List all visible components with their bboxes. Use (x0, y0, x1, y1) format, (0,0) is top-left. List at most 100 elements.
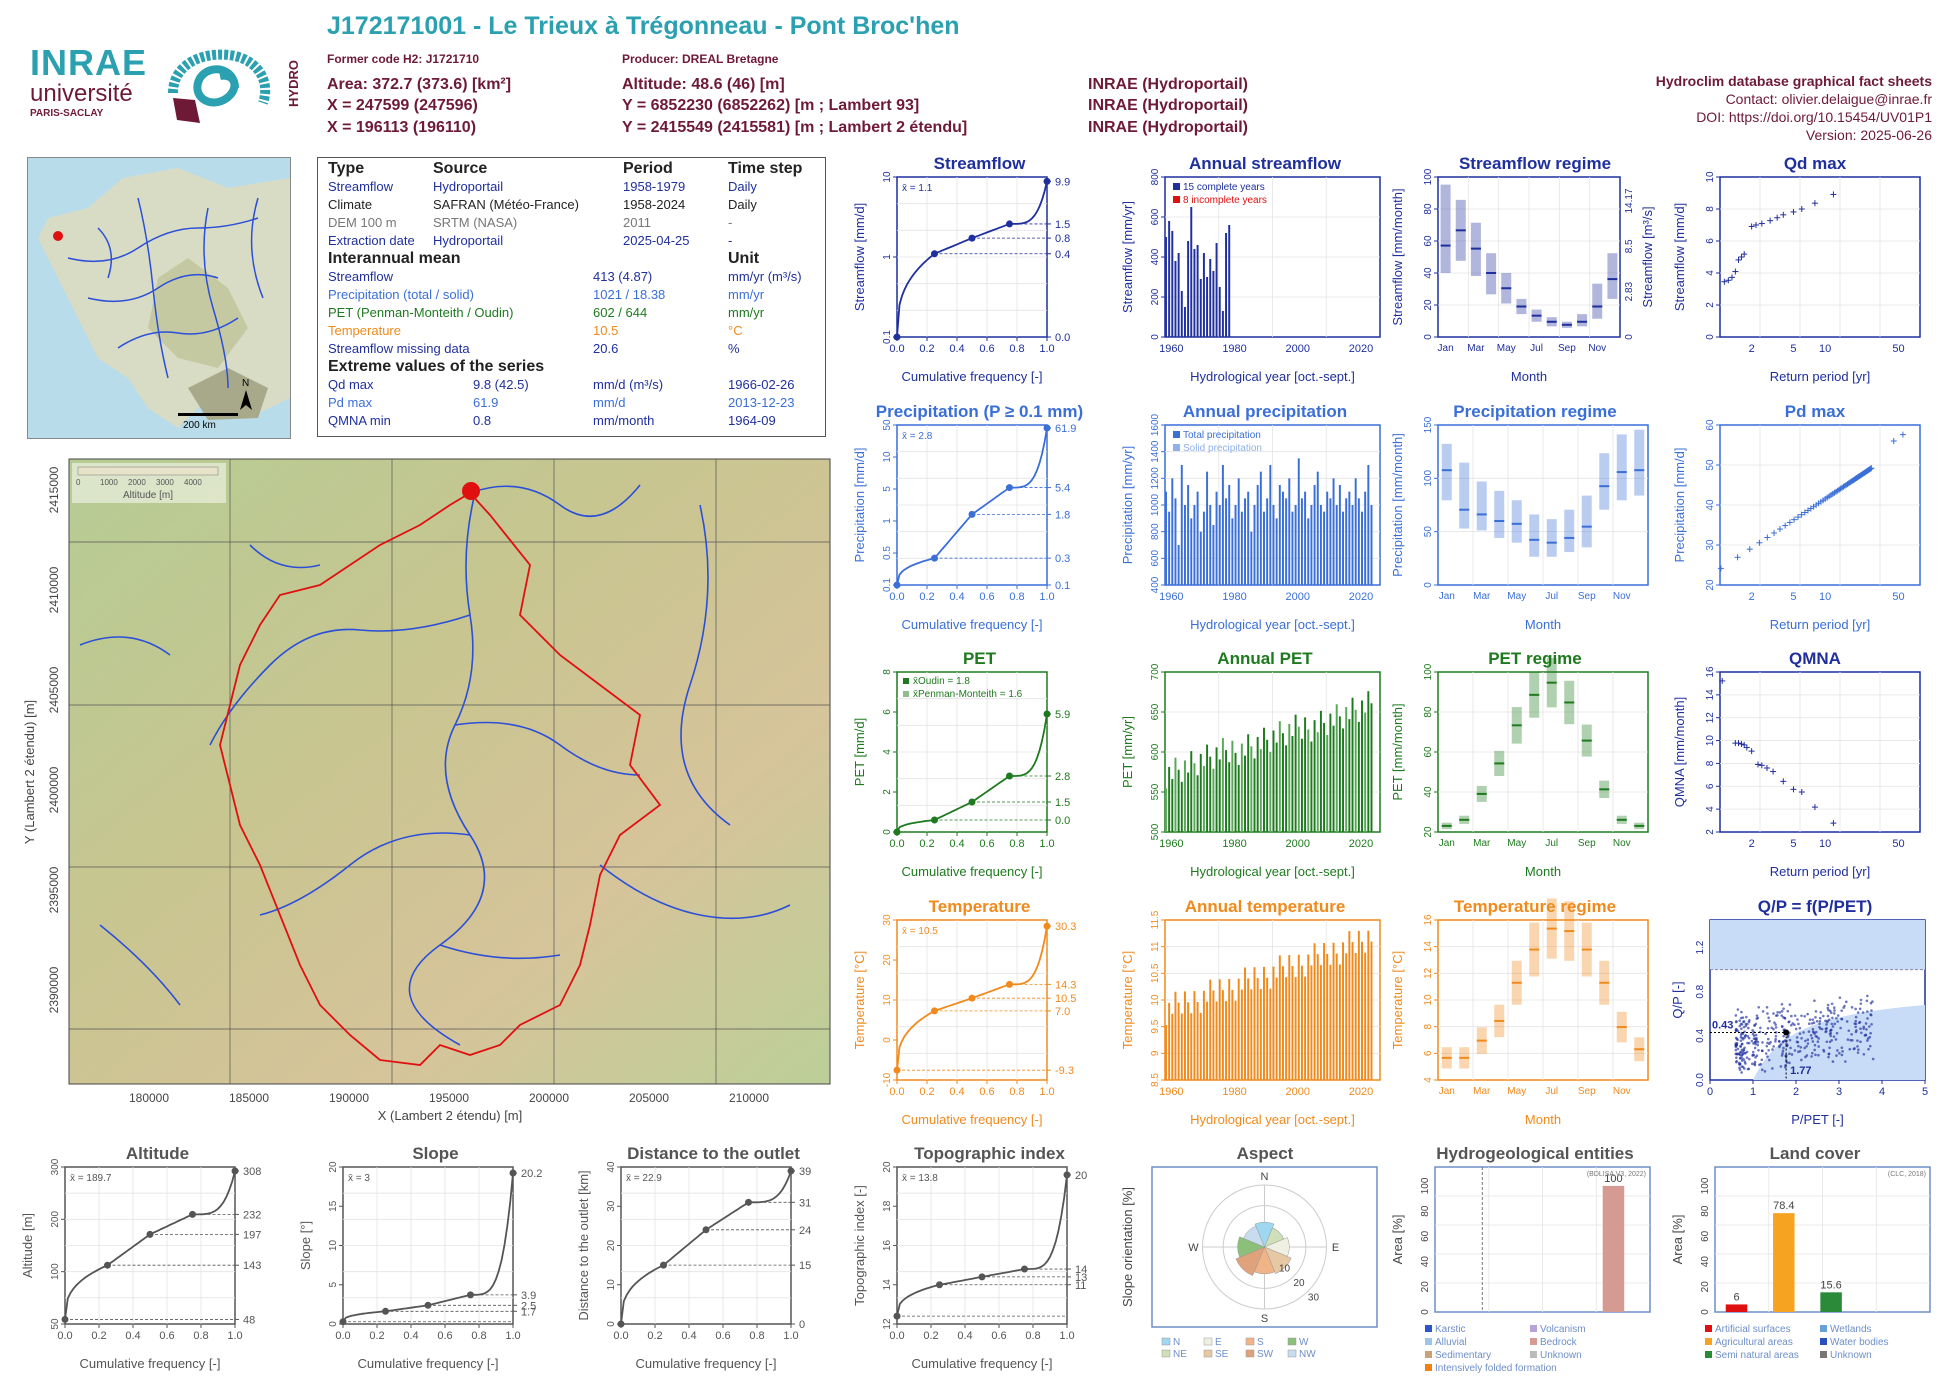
annual-bar (1196, 775, 1199, 832)
daily-point (1786, 1009, 1790, 1013)
annual-bar (1253, 505, 1256, 585)
y-tick-label: 40 (1420, 1256, 1431, 1268)
x-tick: 195000 (429, 1091, 469, 1105)
x-tick-label: 1960 (1159, 838, 1183, 850)
annual-bar (1218, 759, 1221, 832)
y-tick-label: 20 (882, 954, 893, 966)
x-tick-label: 4 (1879, 1086, 1885, 1098)
annual-bar (1259, 471, 1262, 585)
info-source-extraction: Hydroportail (433, 233, 504, 248)
daily-point (1767, 1049, 1770, 1052)
y-axis-label: Streamflow [mm/d] (1672, 203, 1687, 311)
ext-value-qmna: 0.8 (473, 413, 492, 428)
annual-bar (1291, 966, 1294, 1080)
x-tick-label: 0.0 (613, 1330, 628, 1342)
daily-point (1784, 1058, 1788, 1062)
daily-point (1813, 1043, 1817, 1047)
daily-point (1739, 1050, 1743, 1054)
annual-bar (1174, 261, 1177, 337)
y-tick-label: 0 (1423, 582, 1434, 588)
contact[interactable]: Contact: olivier.delaigue@inrae.fr (1725, 91, 1932, 107)
annual-bar (1209, 505, 1212, 585)
annual-bar (1187, 772, 1190, 832)
ring-label: 10 (1279, 1263, 1291, 1274)
doi[interactable]: DOI: https://doi.org/10.15454/UV01P1 (1696, 109, 1932, 125)
legend-label: S (1257, 1337, 1264, 1348)
legend-label: Volcanism (1540, 1324, 1586, 1335)
right-tick-label: 2.8 (1055, 771, 1070, 783)
x-tick-label: 5 (1790, 838, 1796, 850)
annual-bar (1244, 967, 1247, 1080)
annual-bar (1240, 511, 1243, 585)
annual-bar (1171, 478, 1174, 585)
daily-point (1739, 1016, 1743, 1020)
right-tick-label: 0.3 (1055, 553, 1070, 565)
annual-bar (1193, 763, 1196, 832)
legend-label: Agricultural areas (1715, 1337, 1793, 1348)
daily-point (1736, 1008, 1740, 1011)
mean-label: x̄ = 22.9 (626, 1173, 662, 1184)
x-tick-label: 1980 (1222, 343, 1246, 355)
right-tick-label: 0.8 (1055, 233, 1070, 245)
daily-point (1803, 1046, 1807, 1050)
x-tick-label: 0.0 (889, 591, 904, 603)
info-source-dem: SRTM (NASA) (433, 215, 518, 230)
x-tick-label: May (1507, 838, 1526, 849)
pet-cdf-panel: PET x̄Oudin = 1.8 x̄Penman-Monteith = 1.6 5… (852, 647, 1087, 882)
mean-value-precip: 1021 / 18.38 (593, 287, 666, 302)
y-axis-label: Temperature [°C] (852, 951, 867, 1049)
hydro-wordmark: HYDRO (285, 60, 301, 107)
y-tick-label: 20 (606, 1240, 617, 1252)
x-axis-label: Cumulative frequency [-] (902, 864, 1043, 879)
y-tick-label: 550 (1150, 783, 1161, 800)
y-axis-label: Topographic index [-] (852, 1185, 867, 1306)
y-tick-label: 0 (606, 1321, 617, 1327)
data-point (1748, 748, 1755, 755)
temp-regime-panel: Temperature regime 4 6 8 10 12 14 16 Jan Mar May Ju… (1390, 895, 1660, 1130)
daily-point (1824, 1019, 1827, 1023)
slope-cdf-chart: Slope x̄ = 3 20.2 3.92.51.7 0 5 10 15 20 0.0 0.2 0.… (298, 1144, 542, 1371)
daily-point (1835, 1054, 1838, 1057)
x-tick-label: 0.8 (1009, 1086, 1024, 1098)
x-tick-label: 2 (1749, 343, 1755, 355)
chart-title: Annual temperature (1185, 897, 1346, 916)
data-point (1758, 220, 1765, 227)
annual-bar (1364, 712, 1367, 832)
qp-chart: Q/P = f(P/PET) 0.43 1.77 0 1 2 3 4 5 0.0 0.4 0.8 1.2… (1670, 897, 1928, 1127)
legend-label: x̄Penman-Monteith = 1.6 (913, 689, 1023, 700)
y-tick-label: 80 (1420, 1205, 1431, 1217)
x-tick-label: 0.0 (889, 343, 904, 355)
quantile-point (1006, 980, 1013, 988)
pet-cdf-chart: PET x̄Oudin = 1.8 x̄Penman-Monteith = 1.6 5… (852, 649, 1070, 879)
annual-bar (1316, 732, 1319, 832)
daily-point (1836, 1020, 1839, 1023)
annual-bar (1174, 757, 1177, 832)
daily-point (1868, 1044, 1872, 1048)
daily-point (1740, 1071, 1743, 1074)
annual-bar (1174, 498, 1177, 585)
annual-bar (1342, 728, 1345, 832)
y-tick-label: 6 (1423, 1050, 1434, 1056)
data-point (1868, 465, 1875, 472)
river-network (67, 197, 264, 389)
daily-point (1817, 1053, 1820, 1057)
daily-point (1755, 1017, 1759, 1020)
annual-bar (1288, 478, 1291, 585)
legend-tick: 2000 (128, 478, 146, 487)
compass-label: W (1188, 1242, 1199, 1254)
bar-value-label: 6 (1733, 1291, 1739, 1303)
right-tick-label: 0.0 (1055, 332, 1070, 344)
legend-swatch (1287, 1349, 1297, 1358)
daily-point (1798, 1049, 1802, 1053)
daily-point (1853, 1022, 1857, 1025)
daily-point (1822, 1048, 1825, 1052)
quantile-point (893, 1312, 901, 1320)
daily-point (1810, 1051, 1814, 1055)
annual-bar (1354, 709, 1357, 832)
annual-bar (1348, 931, 1351, 1080)
precip-regime-chart: Precipitation regime 0 50 100 150 Jan Mar May Ju… (1390, 402, 1649, 632)
header-period: Period (623, 160, 673, 177)
daily-point (1830, 1022, 1834, 1026)
mean-label-precip: Precipitation (total / solid) (328, 287, 474, 302)
annual-bar (1165, 1025, 1167, 1080)
